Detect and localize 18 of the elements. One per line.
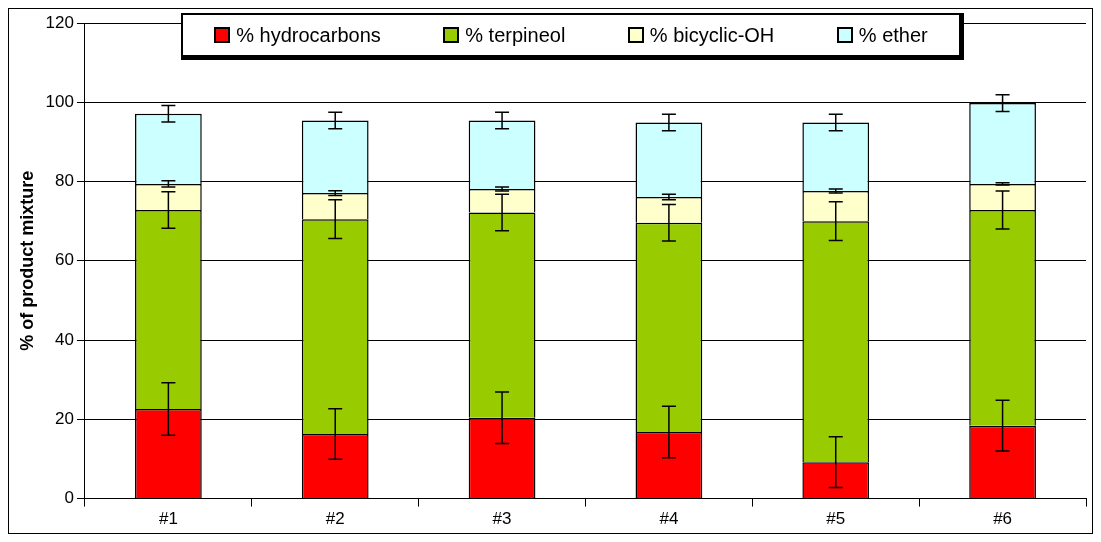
- y-tick-label: 80: [55, 171, 74, 191]
- x-tick-label: #3: [492, 509, 512, 529]
- y-tick-label: 100: [45, 91, 74, 111]
- legend-label: % ether: [858, 23, 928, 47]
- x-tick-label: #1: [158, 509, 178, 529]
- x-tick-label: #2: [325, 509, 345, 529]
- y-tick-label: 120: [45, 12, 74, 32]
- x-tick-label: #4: [659, 509, 679, 529]
- legend-label: % bicyclic-OH: [649, 23, 775, 47]
- y-tick-label: 20: [55, 409, 74, 429]
- legend-label: % terpineol: [465, 23, 566, 47]
- legend-label: % hydrocarbons: [236, 23, 381, 47]
- x-tick-label: #5: [826, 509, 846, 529]
- y-tick-label: 40: [55, 329, 74, 349]
- y-tick-label: 0: [64, 488, 74, 508]
- x-tick-label: #6: [993, 509, 1013, 529]
- y-tick-label: 60: [55, 250, 74, 270]
- y-axis-title: % of product mixture: [16, 170, 37, 351]
